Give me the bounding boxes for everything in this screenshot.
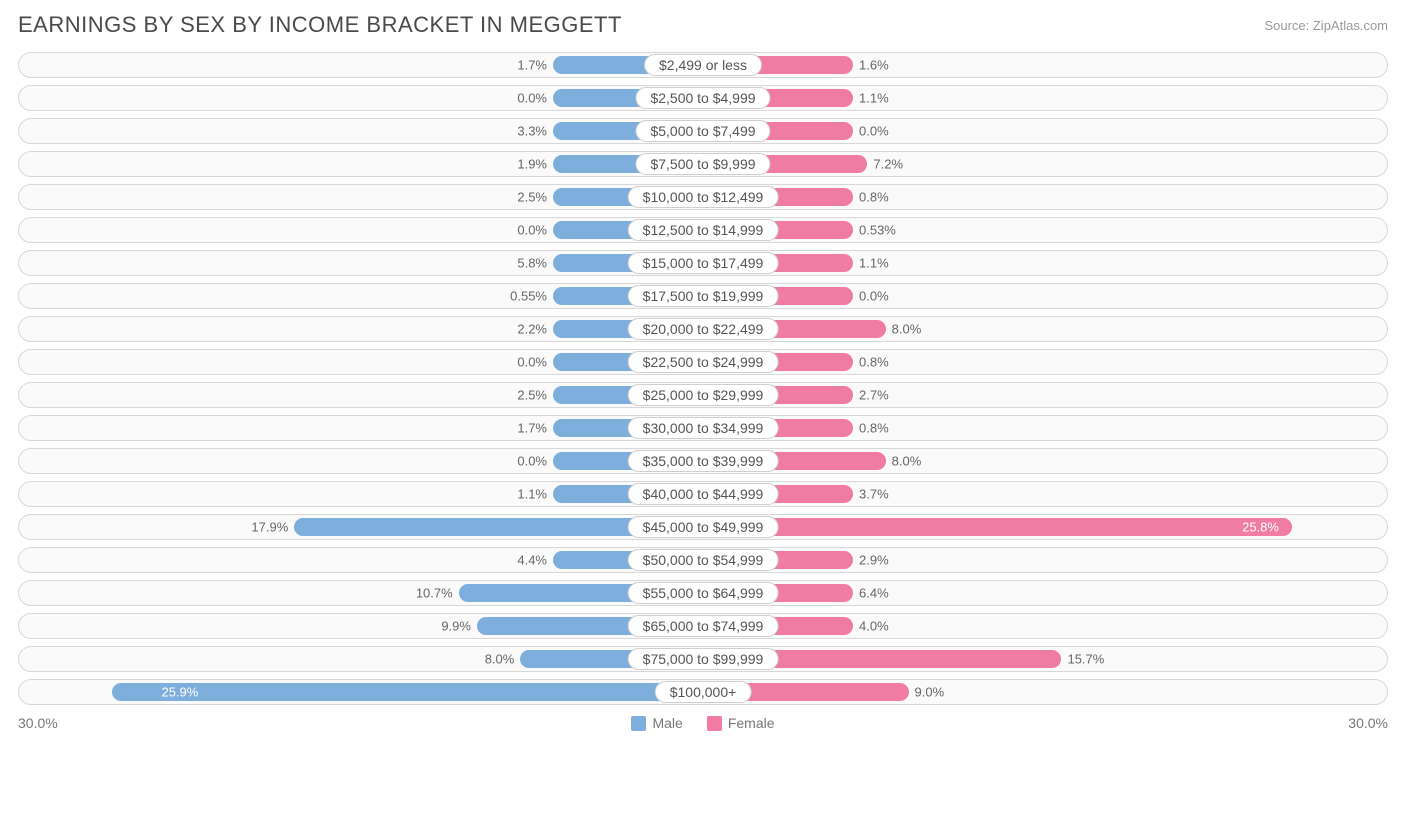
bracket-label: $25,000 to $29,999	[628, 384, 779, 406]
legend: Male Female	[631, 715, 774, 731]
bracket-label: $22,500 to $24,999	[628, 351, 779, 373]
value-female: 7.2%	[873, 157, 903, 172]
bracket-label: $50,000 to $54,999	[628, 549, 779, 571]
value-male: 1.9%	[517, 157, 547, 172]
chart-row: $12,500 to $14,999 0.0% 0.53%	[18, 217, 1388, 243]
chart-row: $2,500 to $4,999 0.0% 1.1%	[18, 85, 1388, 111]
value-male: 3.3%	[517, 124, 547, 139]
bracket-label: $30,000 to $34,999	[628, 417, 779, 439]
bracket-label: $2,499 or less	[644, 54, 762, 76]
value-female: 0.0%	[859, 289, 889, 304]
value-male: 10.7%	[416, 586, 453, 601]
bracket-label: $35,000 to $39,999	[628, 450, 779, 472]
value-male: 0.0%	[517, 355, 547, 370]
bracket-label: $7,500 to $9,999	[635, 153, 770, 175]
bracket-label: $65,000 to $74,999	[628, 615, 779, 637]
value-female: 0.8%	[859, 421, 889, 436]
value-female: 1.6%	[859, 58, 889, 73]
chart-row: $10,000 to $12,499 2.5% 0.8%	[18, 184, 1388, 210]
value-female: 0.8%	[859, 355, 889, 370]
value-male: 0.0%	[517, 454, 547, 469]
bar-male	[112, 683, 703, 701]
chart-row: $7,500 to $9,999 1.9% 7.2%	[18, 151, 1388, 177]
legend-label-female: Female	[728, 715, 775, 731]
value-female: 25.8%	[1242, 520, 1279, 535]
chart-header: EARNINGS BY SEX BY INCOME BRACKET IN MEG…	[18, 12, 1388, 38]
value-male: 0.55%	[510, 289, 547, 304]
chart-source: Source: ZipAtlas.com	[1264, 18, 1388, 33]
bracket-label: $40,000 to $44,999	[628, 483, 779, 505]
bracket-label: $12,500 to $14,999	[628, 219, 779, 241]
bracket-label: $17,500 to $19,999	[628, 285, 779, 307]
value-male: 1.7%	[517, 58, 547, 73]
value-male: 2.5%	[517, 190, 547, 205]
bracket-label: $55,000 to $64,999	[628, 582, 779, 604]
chart-row: $100,000+ 25.9% 9.0%	[18, 679, 1388, 705]
bar-female	[703, 518, 1292, 536]
bracket-label: $100,000+	[655, 681, 752, 703]
value-female: 6.4%	[859, 586, 889, 601]
value-female: 1.1%	[859, 256, 889, 271]
chart-row: $20,000 to $22,499 2.2% 8.0%	[18, 316, 1388, 342]
value-female: 8.0%	[892, 454, 922, 469]
value-female: 0.53%	[859, 223, 896, 238]
value-female: 2.9%	[859, 553, 889, 568]
value-female: 1.1%	[859, 91, 889, 106]
value-male: 9.9%	[441, 619, 471, 634]
chart-row: $45,000 to $49,999 17.9% 25.8%	[18, 514, 1388, 540]
chart-row: $5,000 to $7,499 3.3% 0.0%	[18, 118, 1388, 144]
legend-swatch-female	[707, 716, 722, 731]
value-male: 0.0%	[517, 91, 547, 106]
value-male: 4.4%	[517, 553, 547, 568]
bracket-label: $5,000 to $7,499	[635, 120, 770, 142]
chart-row: $35,000 to $39,999 0.0% 8.0%	[18, 448, 1388, 474]
chart-footer: 30.0% Male Female 30.0%	[18, 715, 1388, 731]
chart-row: $50,000 to $54,999 4.4% 2.9%	[18, 547, 1388, 573]
value-female: 4.0%	[859, 619, 889, 634]
value-male: 0.0%	[517, 223, 547, 238]
bracket-label: $45,000 to $49,999	[628, 516, 779, 538]
value-male: 2.2%	[517, 322, 547, 337]
value-female: 15.7%	[1067, 652, 1104, 667]
chart-row: $15,000 to $17,499 5.8% 1.1%	[18, 250, 1388, 276]
axis-left-max: 30.0%	[18, 715, 58, 731]
legend-item-female: Female	[707, 715, 775, 731]
value-male: 1.1%	[517, 487, 547, 502]
value-female: 2.7%	[859, 388, 889, 403]
chart-row: $75,000 to $99,999 8.0% 15.7%	[18, 646, 1388, 672]
legend-swatch-male	[631, 716, 646, 731]
value-female: 8.0%	[892, 322, 922, 337]
legend-label-male: Male	[652, 715, 682, 731]
bracket-label: $15,000 to $17,499	[628, 252, 779, 274]
value-male: 8.0%	[485, 652, 515, 667]
bracket-label: $2,500 to $4,999	[635, 87, 770, 109]
value-male: 1.7%	[517, 421, 547, 436]
diverging-bar-chart: $2,499 or less 1.7% 1.6% $2,500 to $4,999 0.…	[18, 52, 1388, 705]
bracket-label: $20,000 to $22,499	[628, 318, 779, 340]
value-male: 5.8%	[517, 256, 547, 271]
bracket-label: $10,000 to $12,499	[628, 186, 779, 208]
value-male: 25.9%	[161, 685, 198, 700]
chart-row: $2,499 or less 1.7% 1.6%	[18, 52, 1388, 78]
chart-row: $55,000 to $64,999 10.7% 6.4%	[18, 580, 1388, 606]
value-female: 0.0%	[859, 124, 889, 139]
value-male: 17.9%	[251, 520, 288, 535]
value-female: 0.8%	[859, 190, 889, 205]
value-female: 9.0%	[915, 685, 945, 700]
chart-row: $30,000 to $34,999 1.7% 0.8%	[18, 415, 1388, 441]
chart-row: $25,000 to $29,999 2.5% 2.7%	[18, 382, 1388, 408]
chart-row: $40,000 to $44,999 1.1% 3.7%	[18, 481, 1388, 507]
bracket-label: $75,000 to $99,999	[628, 648, 779, 670]
value-female: 3.7%	[859, 487, 889, 502]
chart-row: $17,500 to $19,999 0.55% 0.0%	[18, 283, 1388, 309]
chart-title: EARNINGS BY SEX BY INCOME BRACKET IN MEG…	[18, 12, 622, 38]
chart-row: $65,000 to $74,999 9.9% 4.0%	[18, 613, 1388, 639]
value-male: 2.5%	[517, 388, 547, 403]
chart-row: $22,500 to $24,999 0.0% 0.8%	[18, 349, 1388, 375]
axis-right-max: 30.0%	[1348, 715, 1388, 731]
legend-item-male: Male	[631, 715, 682, 731]
